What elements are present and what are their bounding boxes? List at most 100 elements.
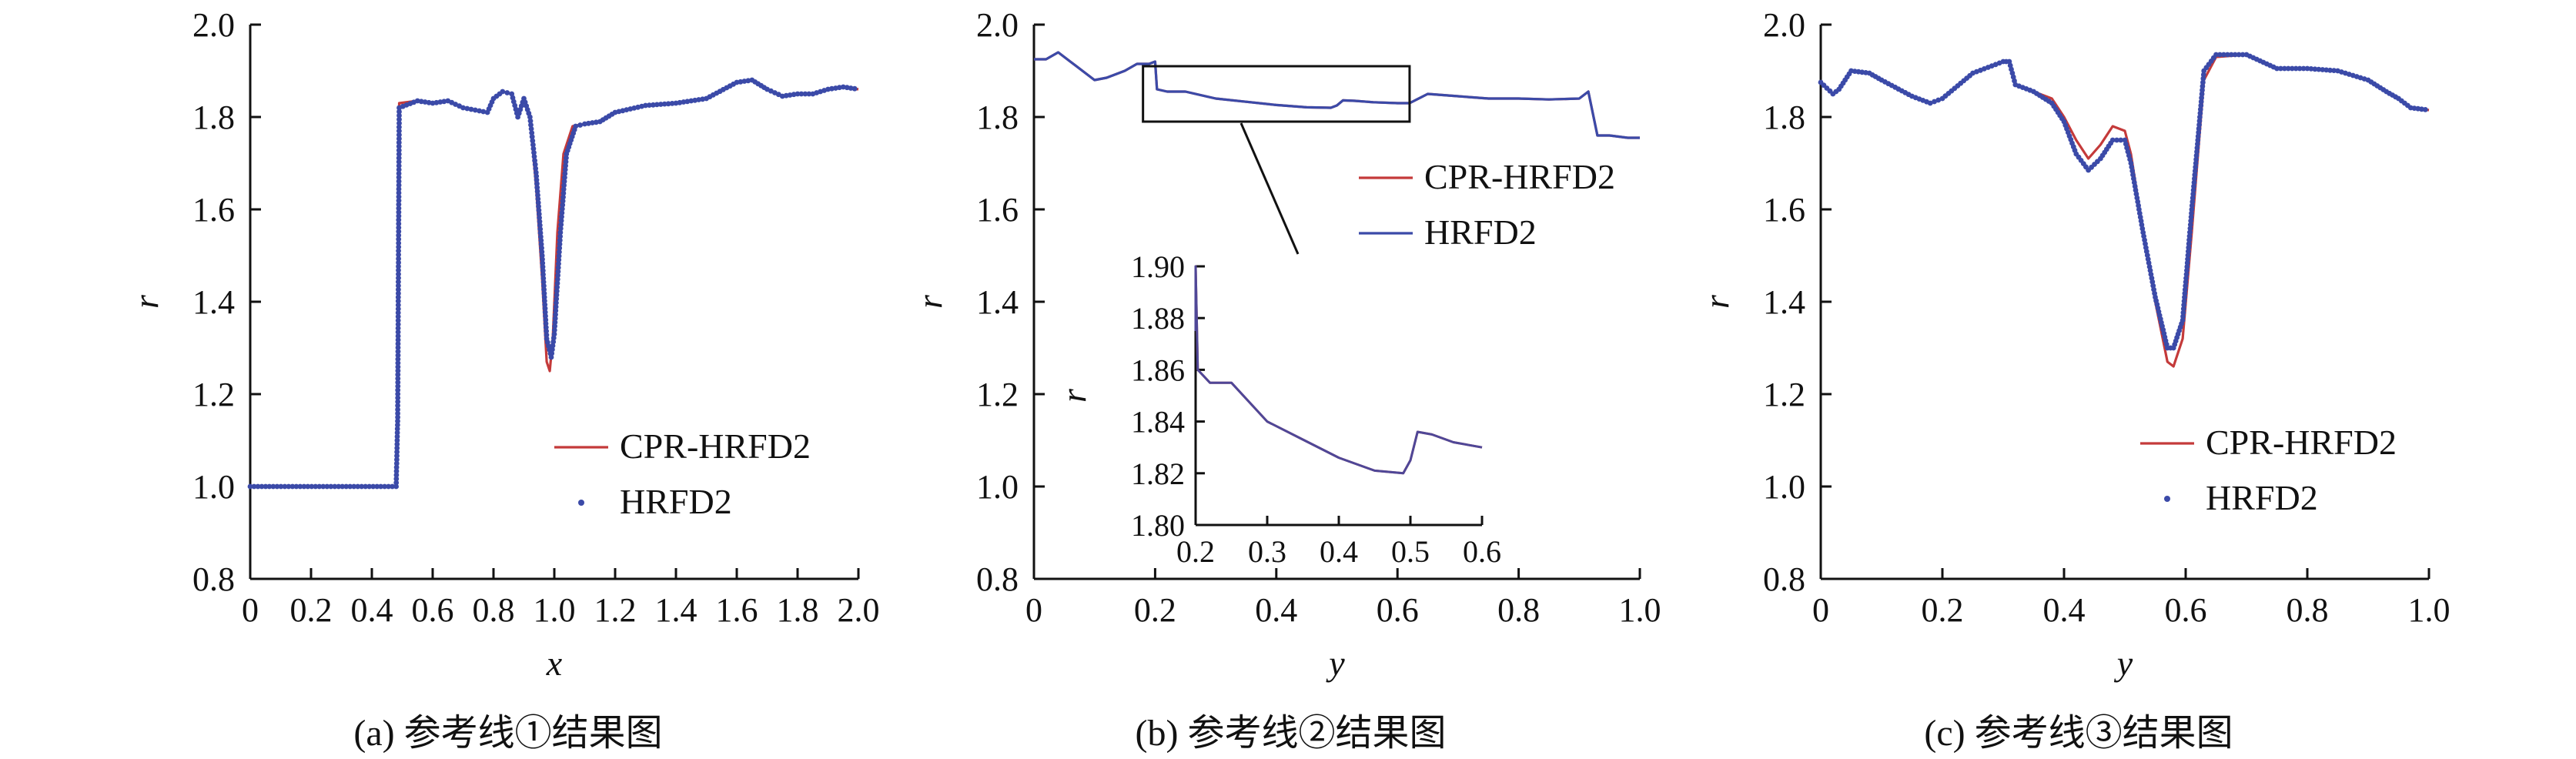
x-tick-label: 0.2: [1134, 591, 1176, 629]
hrfd2-marker: [539, 252, 545, 259]
hrfd2-marker: [573, 123, 579, 129]
hrfd2-marker: [2289, 65, 2295, 72]
hrfd2-marker: [351, 483, 357, 490]
hrfd2-marker: [2192, 172, 2198, 178]
hrfd2-marker: [829, 85, 835, 92]
hrfd2-marker: [555, 265, 561, 271]
hrfd2-marker: [537, 226, 544, 232]
hrfd2-marker: [396, 179, 402, 184]
hrfd2-marker: [536, 211, 542, 217]
x-tick-label: 0.8: [1497, 591, 1540, 629]
hrfd2-marker: [343, 483, 350, 490]
hrfd2-marker: [540, 276, 547, 281]
x-tick-label: 1.4: [655, 591, 698, 629]
hrfd2-marker: [395, 380, 401, 386]
hrfd2-marker: [538, 241, 544, 247]
hrfd2-marker: [355, 483, 361, 490]
y-tick-label: 1.0: [976, 468, 1019, 506]
x-tick-label: 0.6: [412, 591, 454, 629]
hrfd2-marker: [560, 202, 566, 208]
hrfd2-marker: [297, 483, 303, 490]
x-tick-label: 0.6: [1377, 591, 1419, 629]
hrfd2-marker: [394, 445, 400, 451]
hrfd2-marker: [395, 353, 401, 358]
hrfd2-marker: [554, 284, 560, 290]
hrfd2-marker: [654, 102, 660, 108]
hrfd2-marker: [529, 130, 535, 136]
hrfd2-marker: [270, 483, 276, 490]
hrfd2-marker: [396, 283, 401, 289]
hrfd2-marker: [313, 483, 319, 490]
hrfd2-marker: [395, 360, 401, 366]
hrfd2-marker: [396, 186, 402, 192]
hrfd2-marker: [536, 203, 541, 209]
hrfd2-marker: [2320, 67, 2326, 72]
hrfd2-marker: [328, 483, 334, 490]
x-tick-label: 1.6: [716, 591, 758, 629]
hrfd2-marker: [2187, 229, 2193, 236]
hrfd2-marker: [550, 343, 556, 349]
x-tick-label: 1.2: [594, 591, 637, 629]
hrfd2-marker: [559, 206, 565, 212]
hrfd2-marker: [396, 128, 402, 134]
hrfd2-marker: [393, 464, 400, 470]
hrfd2-marker: [274, 483, 280, 490]
hrfd2-marker: [395, 387, 401, 393]
hrfd2-marker: [480, 109, 487, 115]
hrfd2-marker: [531, 149, 537, 155]
hrfd2-marker: [563, 162, 568, 169]
hrfd2-marker: [2297, 65, 2303, 72]
hrfd2-marker: [396, 275, 401, 281]
hrfd2-marker: [1935, 97, 1942, 103]
hrfd2-marker: [2180, 313, 2186, 319]
inset-series-line-hrfd2: [1194, 265, 1483, 475]
hrfd2-marker: [293, 483, 299, 490]
hrfd2-marker: [394, 433, 400, 440]
hrfd2-marker: [396, 198, 402, 203]
hrfd2-marker: [562, 167, 568, 172]
hrfd2-marker: [395, 341, 401, 346]
inset-series-line-cpr-hrfd2: [1194, 265, 1483, 475]
hrfd2-marker: [247, 483, 253, 490]
hrfd2-marker: [2188, 218, 2194, 224]
hrfd2-marker: [2181, 302, 2187, 308]
hrfd2-marker: [395, 399, 401, 405]
hrfd2-marker: [2180, 306, 2186, 312]
hrfd2-marker: [2189, 206, 2195, 212]
y-tick-label: 1.2: [1763, 376, 1805, 413]
hrfd2-marker: [2191, 179, 2197, 186]
hrfd2-marker: [396, 116, 402, 122]
hrfd2-marker: [396, 217, 402, 223]
hrfd2-marker: [2185, 252, 2191, 258]
hrfd2-marker: [396, 248, 401, 254]
inset-y-tick-label: 1.82: [1131, 456, 1185, 491]
hrfd2-marker: [2195, 141, 2200, 147]
hrfd2-marker: [555, 273, 560, 279]
hrfd2-marker: [394, 441, 400, 447]
hrfd2-marker: [340, 483, 346, 490]
hrfd2-marker: [500, 89, 506, 95]
inset-x-tick-label: 0.6: [1463, 534, 1501, 569]
hrfd2-marker: [396, 143, 402, 149]
hrfd2-marker: [802, 91, 808, 97]
hrfd2-marker: [530, 145, 537, 152]
hrfd2-marker: [396, 147, 402, 153]
hrfd2-marker: [543, 324, 549, 330]
hrfd2-marker: [395, 372, 401, 378]
inset-plot: 1.80 1.82 1.84 1.86 1.88 1.90 0.2 0.3 0.4 0.5 0.6 r: [1054, 249, 1501, 569]
hrfd2-marker: [543, 313, 548, 319]
hrfd2-marker: [738, 79, 744, 85]
hrfd2-marker: [395, 418, 400, 424]
hrfd2-marker: [2293, 65, 2299, 72]
hrfd2-marker: [2327, 67, 2333, 73]
panel-caption: (a) 参考线①结果图: [353, 713, 662, 754]
hrfd2-marker: [301, 483, 307, 490]
hrfd2-marker: [541, 290, 547, 296]
hrfd2-marker: [396, 232, 402, 239]
hrfd2-marker: [535, 192, 540, 198]
hrfd2-marker: [542, 302, 548, 308]
hrfd2-marker: [2422, 107, 2428, 112]
hrfd2-marker: [2193, 164, 2199, 170]
y-axis-title: r: [910, 294, 949, 309]
